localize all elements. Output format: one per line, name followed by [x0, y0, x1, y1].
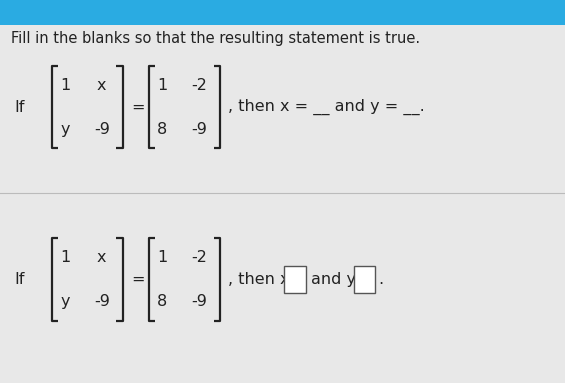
Text: If: If: [14, 100, 24, 115]
FancyBboxPatch shape: [354, 266, 375, 293]
Text: -2: -2: [191, 78, 207, 93]
Text: y: y: [60, 122, 69, 137]
Text: .: .: [378, 272, 383, 287]
Text: 1: 1: [157, 78, 167, 93]
Text: 1: 1: [60, 250, 70, 265]
Text: -9: -9: [191, 122, 207, 137]
Text: , then x =: , then x =: [228, 272, 308, 287]
Text: =: =: [131, 100, 145, 115]
Text: 8: 8: [157, 122, 167, 137]
Text: and y =: and y =: [311, 272, 375, 287]
Text: x: x: [97, 250, 106, 265]
FancyBboxPatch shape: [284, 266, 306, 293]
Text: -9: -9: [94, 122, 110, 137]
Text: , then x = __ and y = __.: , then x = __ and y = __.: [228, 99, 425, 115]
Text: 1: 1: [60, 78, 70, 93]
Text: If: If: [14, 272, 24, 287]
Text: -9: -9: [94, 294, 110, 309]
Text: Fill in the blanks so that the resulting statement is true.: Fill in the blanks so that the resulting…: [11, 31, 420, 46]
Text: y: y: [60, 294, 69, 309]
Text: =: =: [131, 272, 145, 287]
Text: 8: 8: [157, 294, 167, 309]
Text: x: x: [97, 78, 106, 93]
Text: -2: -2: [191, 250, 207, 265]
Text: 1: 1: [157, 250, 167, 265]
FancyBboxPatch shape: [0, 0, 565, 25]
Text: -9: -9: [191, 294, 207, 309]
